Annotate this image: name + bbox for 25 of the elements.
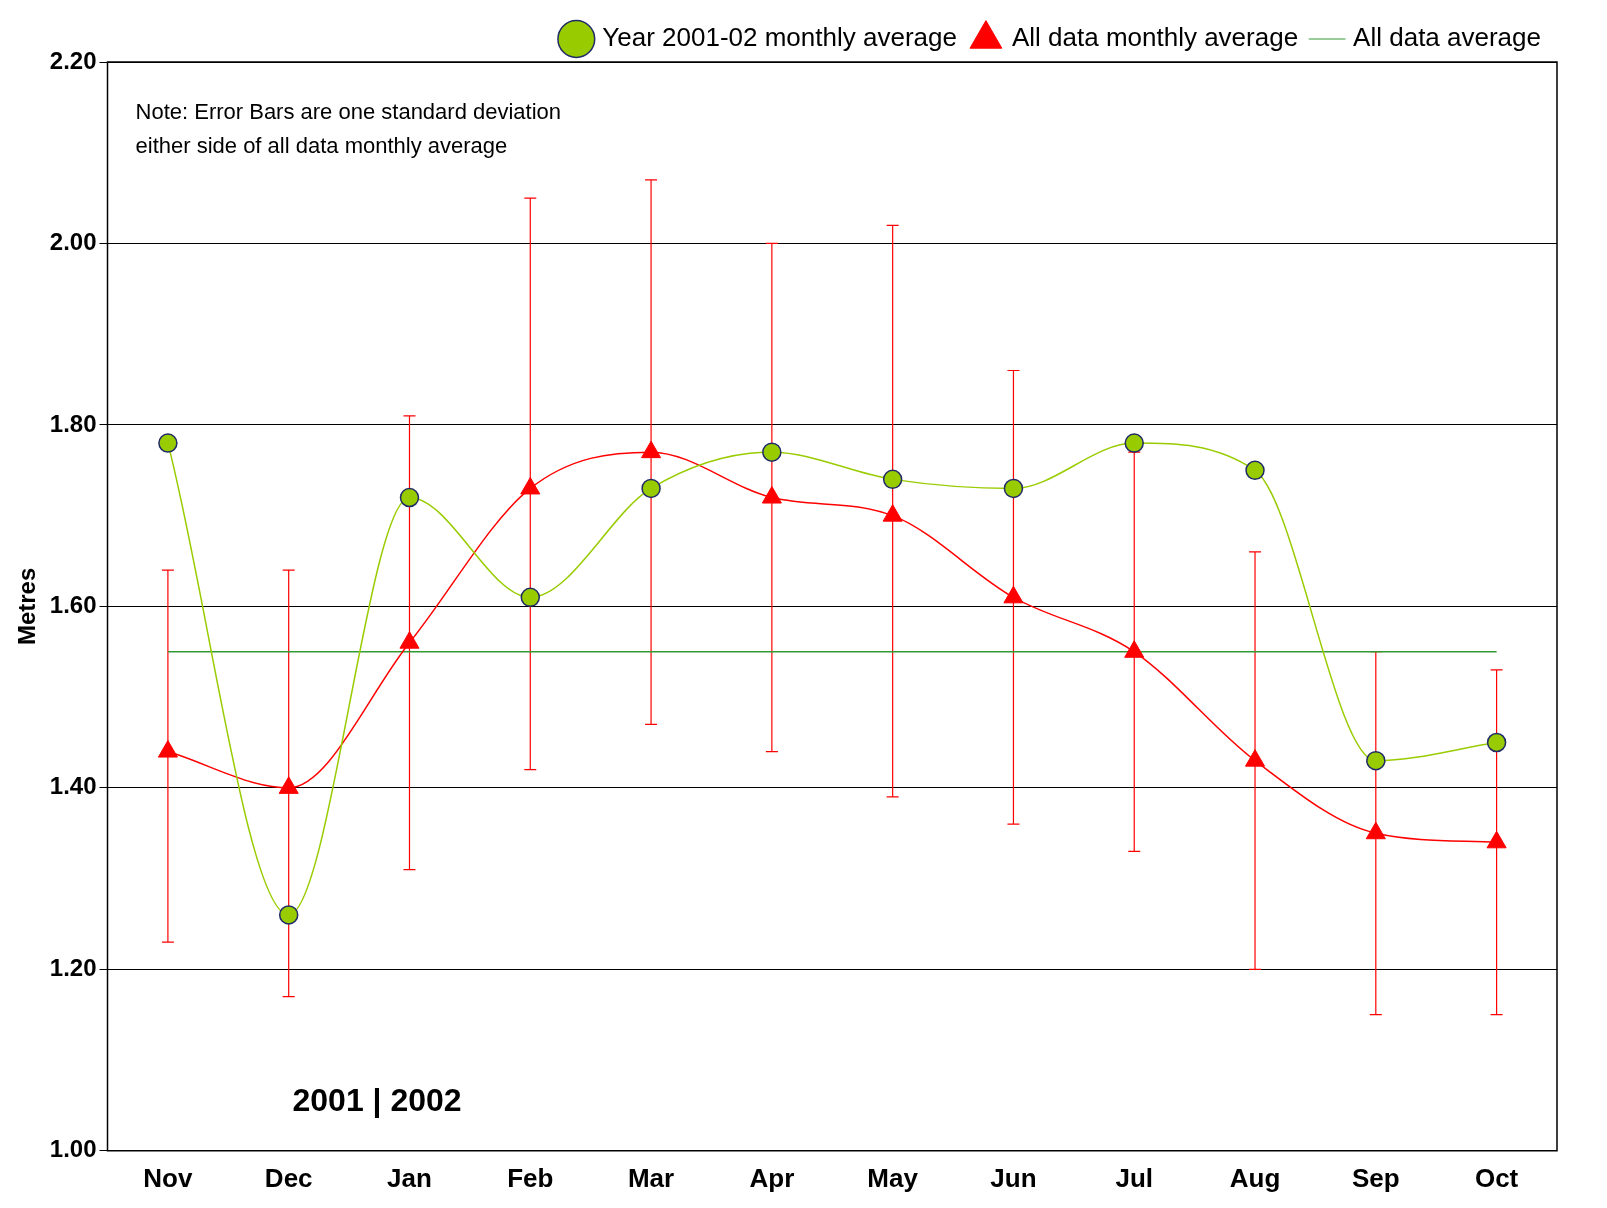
- x-tick-label: Dec: [264, 1162, 313, 1193]
- x-tick-label: Sep: [1351, 1162, 1400, 1193]
- y-axis-title: Metres: [13, 567, 41, 646]
- y-tick-label: 2.20: [49, 46, 97, 74]
- y-tick-label: 1.20: [49, 953, 97, 981]
- annotation: Note: Error Bars are one standard deviation either side of all data monthly average: [135, 99, 562, 159]
- y-tick-label: 1.80: [49, 409, 97, 437]
- x-tick-label: May: [867, 1162, 919, 1193]
- x-tick-label: Nov: [143, 1162, 193, 1193]
- y-tick-label: 1.40: [49, 772, 97, 800]
- annotation: 2001 | 2002: [292, 1081, 462, 1118]
- y-tick-label: 1.60: [49, 591, 97, 619]
- x-tick-label: Oct: [1474, 1162, 1519, 1193]
- x-tick-label: Feb: [507, 1162, 554, 1193]
- x-tick-label: Aug: [1229, 1162, 1281, 1193]
- y-tick-label: 1.00: [49, 1135, 97, 1163]
- x-tick-label: Jul: [1115, 1162, 1154, 1193]
- x-tick-label: Mar: [627, 1162, 675, 1193]
- legend-label: Year 2001-02 monthly average: [602, 22, 957, 53]
- legend-label: All data monthly average: [1011, 22, 1299, 53]
- legend-label: All data average: [1353, 22, 1541, 53]
- x-tick-label: Jun: [990, 1162, 1037, 1193]
- x-tick-label: Apr: [749, 1162, 795, 1193]
- x-tick-label: Jan: [387, 1162, 432, 1193]
- y-tick-label: 2.00: [49, 228, 97, 256]
